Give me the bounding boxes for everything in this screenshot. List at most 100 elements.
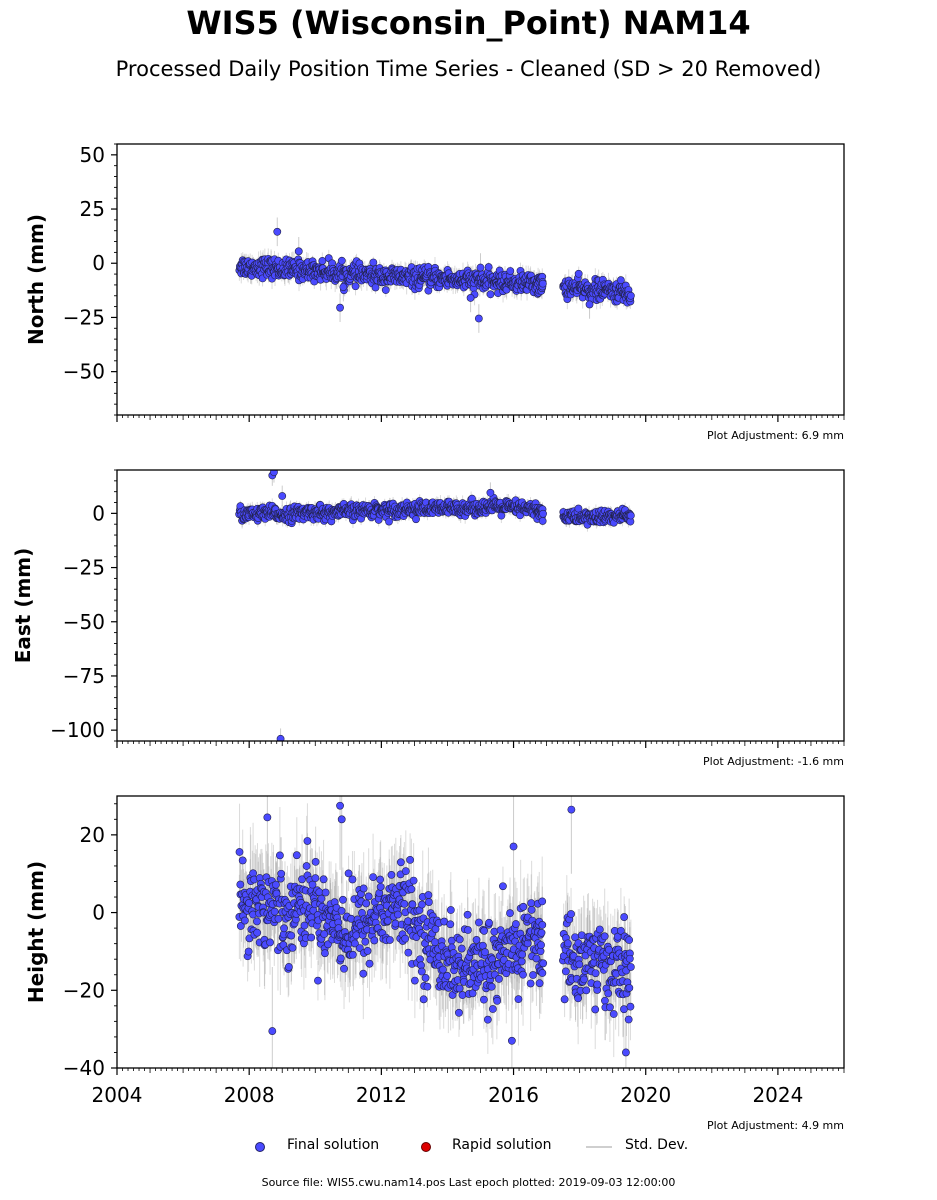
height-point xyxy=(391,919,400,928)
north-point xyxy=(484,263,493,271)
east-point xyxy=(626,511,635,520)
height-point xyxy=(359,884,368,893)
height-point xyxy=(311,857,320,866)
height-point xyxy=(292,851,301,860)
height-point xyxy=(303,837,312,845)
north-point xyxy=(476,263,485,272)
height-point xyxy=(300,921,309,930)
height-point xyxy=(351,939,359,948)
height-point xyxy=(284,963,293,971)
north-point xyxy=(371,283,380,292)
height-point xyxy=(409,876,418,885)
east-point xyxy=(276,734,285,741)
east-ytick-label: −75 xyxy=(63,664,105,688)
height-point xyxy=(317,894,326,903)
height-point xyxy=(431,925,440,933)
height-point xyxy=(400,899,409,908)
height-point xyxy=(424,891,433,899)
height-point xyxy=(376,875,385,884)
east-point xyxy=(270,470,278,477)
east-ytick-label: −50 xyxy=(63,610,105,634)
height-point xyxy=(362,899,371,908)
north-ytick-label: 25 xyxy=(80,197,105,221)
chart-title: WIS5 (Wisconsin_Point) NAM14 xyxy=(186,4,751,42)
east-point xyxy=(539,509,547,518)
east-point xyxy=(385,517,393,526)
height-point xyxy=(275,851,284,860)
height-point xyxy=(376,882,385,891)
height-point xyxy=(244,947,253,956)
height-point xyxy=(344,869,353,878)
east-point xyxy=(278,492,287,500)
height-point xyxy=(419,995,428,1004)
height-point xyxy=(240,916,249,925)
height-point xyxy=(421,974,430,982)
height-point xyxy=(401,867,410,876)
east-ylabel: East (mm) xyxy=(11,548,35,664)
height-point xyxy=(337,907,346,915)
height-point xyxy=(307,933,316,942)
height-point xyxy=(272,880,280,889)
north-ytick-label: 0 xyxy=(92,251,105,275)
east-ytick-label: 0 xyxy=(92,501,105,525)
height-point xyxy=(370,936,379,945)
north-point xyxy=(626,291,635,300)
north-point xyxy=(381,286,390,294)
height-point xyxy=(253,917,261,926)
north-point xyxy=(351,282,360,291)
east-point xyxy=(574,504,583,513)
north-point xyxy=(506,267,515,275)
height-point xyxy=(369,873,377,881)
height-point xyxy=(253,928,262,937)
height-point xyxy=(361,937,370,946)
north-point xyxy=(474,314,483,323)
height-point xyxy=(423,982,432,991)
height-point xyxy=(321,949,329,958)
height-point xyxy=(266,938,274,947)
height-point xyxy=(235,848,244,856)
east-panel: 0 −25 −50 −75 −100 East (mm) xyxy=(11,469,845,748)
north-point xyxy=(486,290,495,299)
height-point xyxy=(407,885,416,894)
height-point xyxy=(418,900,426,909)
north-point xyxy=(337,256,346,265)
east-ytick-label: −100 xyxy=(50,718,105,742)
height-point xyxy=(417,967,426,976)
north-point xyxy=(369,258,378,267)
height-point xyxy=(410,976,419,985)
height-point xyxy=(236,880,245,889)
height-point xyxy=(314,976,322,985)
height-point xyxy=(348,950,357,959)
east-point xyxy=(538,517,547,525)
north-point xyxy=(538,279,547,288)
height-points xyxy=(235,801,635,1057)
north-panel: 50 25 0 −25 −50 North (mm) xyxy=(24,143,845,422)
height-point xyxy=(319,875,328,884)
height-point xyxy=(245,899,253,907)
height-point xyxy=(336,954,345,963)
east-point xyxy=(412,515,420,524)
height-point xyxy=(287,931,296,940)
height-point xyxy=(340,964,348,973)
chart-subtitle: Processed Daily Position Time Series - C… xyxy=(115,57,822,81)
east-ytick-label: −25 xyxy=(63,556,105,580)
height-point xyxy=(288,943,297,952)
height-point xyxy=(348,875,357,884)
height-point xyxy=(298,875,306,884)
height-point xyxy=(302,862,311,870)
height-point xyxy=(238,856,247,865)
height-point xyxy=(279,940,288,949)
height-point xyxy=(359,969,368,978)
north-point xyxy=(294,247,303,256)
height-point xyxy=(401,934,410,943)
height-point xyxy=(321,888,330,897)
height-point xyxy=(424,898,433,906)
height-point xyxy=(270,907,279,916)
east-points xyxy=(235,470,635,741)
north-points xyxy=(235,227,635,323)
height-point xyxy=(431,938,439,947)
height-point xyxy=(383,916,392,925)
north-point xyxy=(585,300,594,309)
